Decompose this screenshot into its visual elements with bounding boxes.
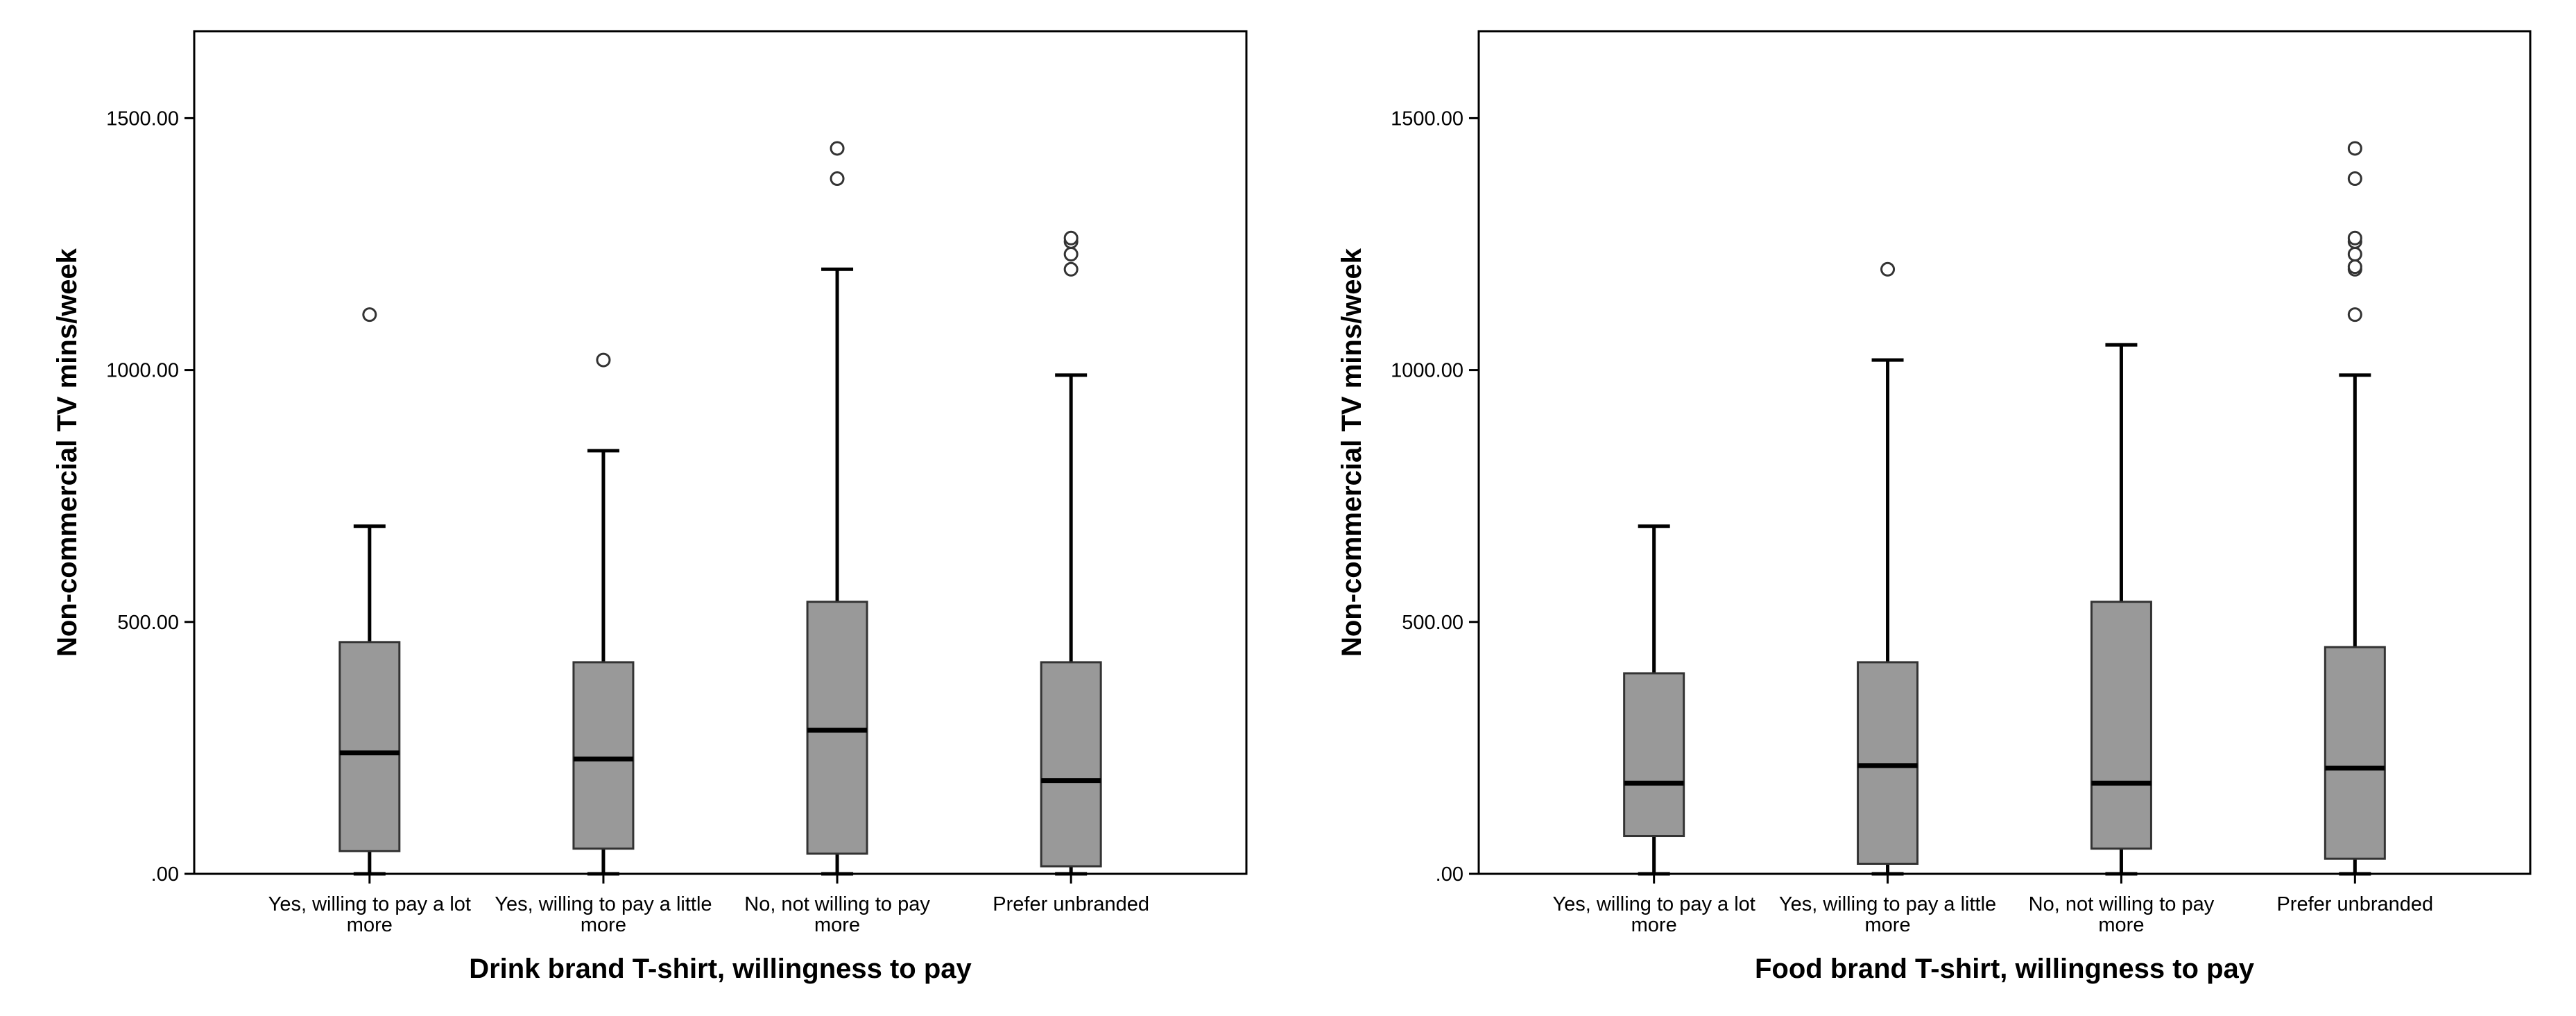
x-category-label-line: more [2098,914,2144,936]
outlier-point [830,141,845,156]
iqr-box [1857,661,1919,865]
y-tick-label: 1500.00 [1391,107,1463,130]
box-group-3: No, not willing to pay more [744,141,930,936]
outlier-point [2347,259,2362,275]
x-axis-title: Food brand T-shirt, willingness to pay [1755,954,2255,984]
outlier-point [1063,261,1079,277]
outlier-point [2347,307,2362,322]
x-category-label-line: Prefer unbranded [2276,893,2433,915]
box-group-4: Prefer unbranded [993,230,1149,915]
x-category-label-line: more [347,914,393,936]
y-tick-label: 500.00 [117,612,179,634]
y-tick-label: 500.00 [1402,612,1463,634]
outlier-point [2347,247,2362,262]
x-category-label-line: No, not willing to pay [744,893,930,915]
chart-1: .00 500.00 1000.00 1500.00 Yes, willing to p… [52,30,1248,984]
x-category-label-line: No, not willing to pay [2029,893,2215,915]
outlier-point [830,171,845,187]
outlier-point [2347,230,2362,246]
y-tick-label: 1500.00 [106,107,179,130]
iqr-box [338,641,401,852]
x-axis-title: Drink brand T-shirt, willingness to pay [469,954,972,984]
plot-frame [1477,30,2532,875]
y-tick-label: .00 [1436,863,1463,886]
x-category-label: No, not willing to pay more [2029,893,2215,936]
x-category-label: Yes, willing to pay a little more [1779,893,1996,936]
box-group-1: Yes, willing to pay a lot more [1553,524,1755,936]
outlier-point [362,307,377,322]
x-category-label-line: Yes, willing to pay a lot [1553,893,1755,915]
box-group-1: Yes, willing to pay a lot more [268,307,471,936]
iqr-box [806,601,868,855]
y-tick-label: 1000.00 [106,360,179,382]
x-category-label: No, not willing to pay more [744,893,930,936]
box-group-4: Prefer unbranded [2276,141,2433,915]
box-group-2: Yes, willing to pay a little more [495,352,712,936]
chart-2: .00 500.00 1000.00 1500.00 Yes, willing to p… [1337,30,2532,984]
x-category-label-line: Yes, willing to pay a little [1779,893,1996,915]
iqr-box [2324,646,2386,860]
iqr-box [1623,672,1685,838]
x-category-label: Yes, willing to pay a lot more [268,893,471,936]
x-category-label: Yes, willing to pay a little more [495,893,712,936]
x-category-label-line: Yes, willing to pay a little [495,893,712,915]
box-group-3: No, not willing to pay more [2029,343,2215,936]
x-category-label: Prefer unbranded [993,893,1149,915]
x-category-label-line: more [814,914,860,936]
plot-frame [193,30,1248,875]
x-category-label-line: more [1631,914,1677,936]
x-category-label-line: more [1865,914,1911,936]
x-category-label-line: more [581,914,626,936]
outlier-point [2347,171,2362,187]
outlier-point [1880,261,1896,277]
outlier-point [1063,247,1079,262]
outlier-point [596,352,611,368]
x-category-label: Prefer unbranded [2276,893,2433,915]
outlier-point [2347,141,2362,156]
x-category-label: Yes, willing to pay a lot more [1553,893,1755,936]
box-group-2: Yes, willing to pay a little more [1779,261,1996,936]
iqr-box [1040,661,1102,868]
y-axis-title: Non-commercial TV mins/week [1337,248,1367,657]
x-category-label-line: Yes, willing to pay a lot [268,893,471,915]
iqr-box [2090,601,2152,850]
iqr-box [572,661,635,850]
y-tick-label: 1000.00 [1391,360,1463,382]
outlier-point [1063,230,1079,246]
y-tick-label: .00 [151,863,179,886]
y-axis-title: Non-commercial TV mins/week [52,248,83,657]
x-category-label-line: Prefer unbranded [993,893,1149,915]
